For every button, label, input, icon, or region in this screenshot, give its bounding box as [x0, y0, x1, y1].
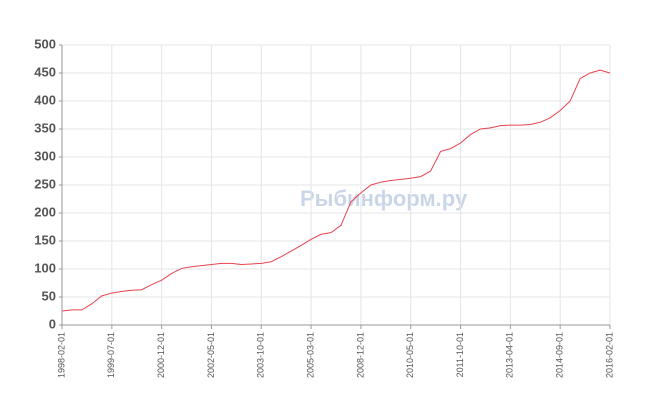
x-tick-label: 2002-05-01: [206, 332, 216, 378]
x-tick-label: 2010-05-01: [405, 332, 415, 378]
y-tick-label: 350: [34, 120, 56, 135]
y-tick-label: 450: [34, 64, 56, 79]
x-tick-label: 2014-09-01: [555, 332, 565, 378]
y-tick-label: 150: [34, 232, 56, 247]
y-tick-label: 0: [49, 316, 56, 331]
line: [61, 69, 611, 312]
y-tick-label: 400: [34, 92, 56, 107]
x-tick-label: 2000-12-01: [156, 332, 166, 378]
y-tick-label: 300: [34, 148, 56, 163]
x-tick-label: 2005-03-01: [305, 332, 315, 378]
x-tick-label: 2016-02-01: [604, 332, 614, 378]
x-tick-label: 1999-07-01: [106, 332, 116, 378]
x-tick-label: 2008-12-01: [355, 332, 365, 378]
y-tick-label: 100: [34, 260, 56, 275]
y-tick-label: 200: [34, 204, 56, 219]
x-tick-label: 2003-10-01: [256, 332, 266, 378]
x-tick-label: 1998-02-01: [56, 332, 66, 378]
y-tick-label: 500: [34, 36, 56, 51]
x-tick-label: 2013-04-01: [505, 332, 515, 378]
watermark: Рыбинформ.ру: [300, 186, 468, 211]
y-tick-label: 250: [34, 176, 56, 191]
x-tick-label: 2011-10-01: [455, 332, 465, 377]
y-tick-label: 50: [42, 288, 56, 303]
